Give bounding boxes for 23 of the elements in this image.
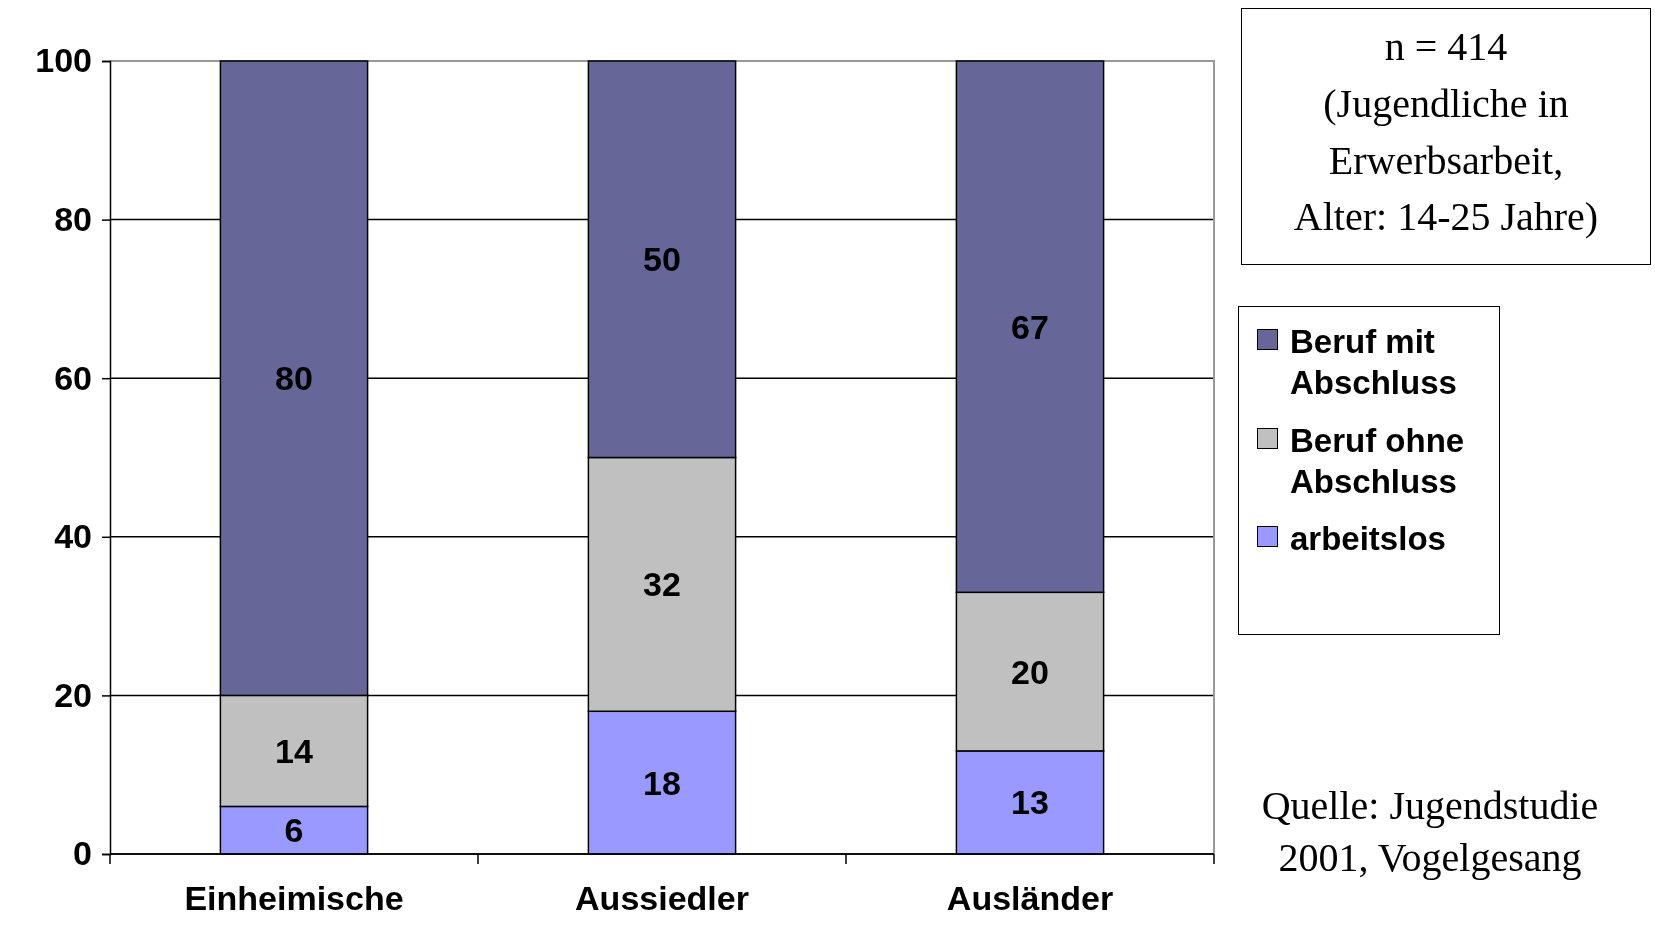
y-tick-label: 100	[35, 41, 92, 80]
source-note: Quelle: Jugendstudie 2001, Vogelgesang	[1260, 782, 1600, 882]
y-tick-label: 60	[54, 358, 92, 397]
data-label: 14	[275, 731, 313, 770]
y-tick-label: 40	[54, 517, 92, 556]
data-label: 13	[1011, 783, 1049, 822]
legend-label: Beruf ohne Abschluss	[1290, 420, 1466, 502]
data-label: 50	[643, 240, 681, 279]
data-label: 32	[643, 565, 681, 604]
data-label: 18	[643, 763, 681, 802]
legend-label: Beruf mit Abschluss	[1290, 322, 1458, 404]
text: n = 414 (Jugendliche in Erwerbsarbeit, Alter: 14-25 Jahre)	[1241, 8, 1651, 265]
data-label: 6	[284, 811, 304, 850]
x-tick-label: Aussiedler	[575, 879, 749, 917]
y-tick-label: 20	[54, 675, 92, 714]
data-label: 67	[1011, 307, 1049, 346]
y-tick-label: 0	[73, 834, 92, 873]
x-tick-label: Einheimische	[184, 879, 404, 917]
x-tick-label: Ausländer	[946, 879, 1114, 917]
y-tick-label: 80	[54, 199, 92, 238]
legend-label: arbeitslos	[1290, 519, 1447, 559]
data-label: 80	[275, 359, 313, 398]
data-label: 20	[1011, 652, 1049, 691]
